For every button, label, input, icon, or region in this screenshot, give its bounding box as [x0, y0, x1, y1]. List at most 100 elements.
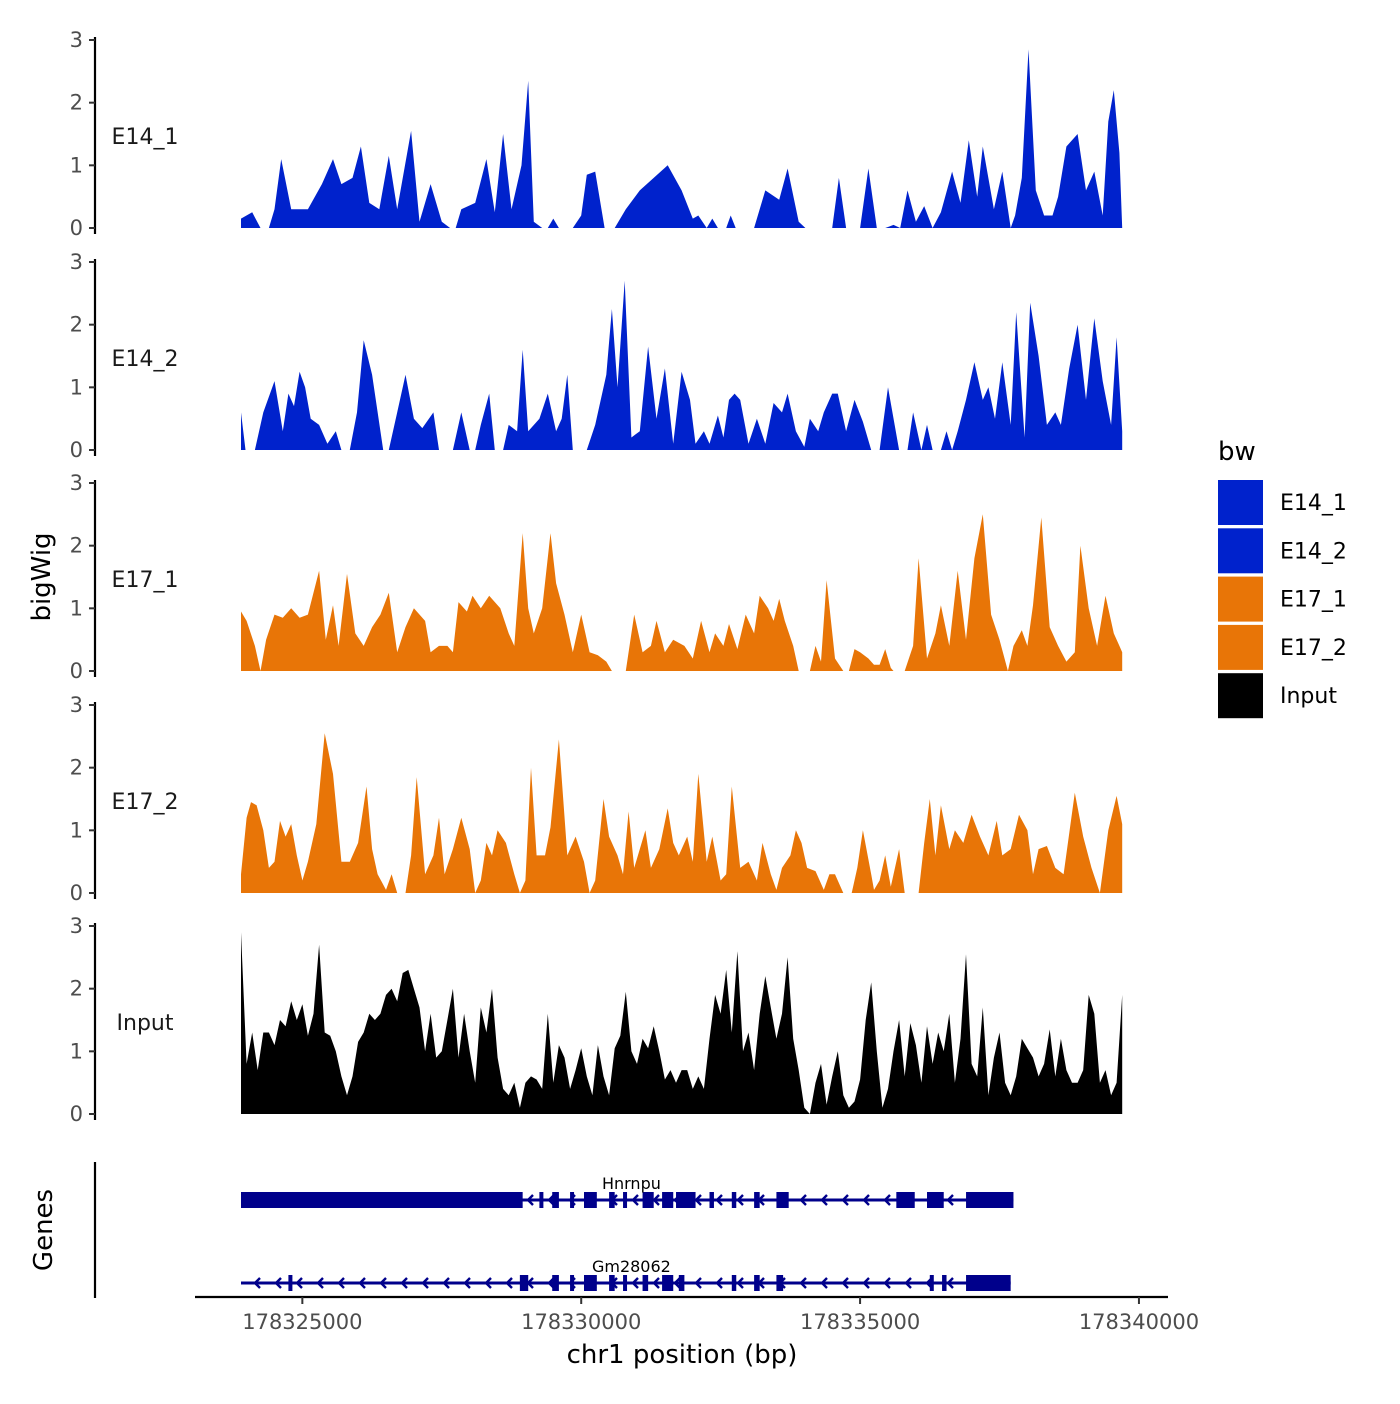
strand-arrow-icon — [862, 1277, 870, 1289]
legend: bw E14_1 E14_2 E17_1 E17_2 Input — [1218, 437, 1347, 719]
track-e17_2: 0 1 2 3 E17_2 — [70, 693, 1123, 905]
exon — [609, 1192, 615, 1208]
strand-arrow-icon — [337, 1277, 345, 1289]
legend-label-e14_1: E14_1 — [1280, 491, 1347, 516]
exon — [623, 1275, 628, 1291]
x-axis-title: chr1 position (bp) — [567, 1340, 798, 1370]
y-tick-label: 3 — [70, 693, 83, 717]
x-tick-label: 178340000 — [1079, 1310, 1199, 1334]
exon — [570, 1192, 575, 1208]
strand-arrow-icon — [484, 1277, 492, 1289]
strand-arrow-icon — [463, 1277, 471, 1289]
y-tick-label: 0 — [70, 216, 83, 240]
y-tick-label: 3 — [70, 471, 83, 495]
legend-title: bw — [1218, 437, 1256, 467]
exon — [966, 1192, 1014, 1208]
track-label-e17_1: E17_1 — [112, 568, 179, 593]
exon — [609, 1275, 615, 1291]
exon — [678, 1275, 685, 1291]
exon — [570, 1275, 575, 1291]
y-tick-label: 2 — [70, 91, 83, 115]
strand-arrow-icon — [862, 1194, 870, 1206]
y-tick-label: 1 — [70, 818, 83, 842]
strand-arrow-icon — [736, 1277, 744, 1289]
y-tick-label: 0 — [70, 659, 83, 683]
strand-arrow-icon — [400, 1277, 408, 1289]
legend-label-e17_2: E17_2 — [1280, 636, 1347, 661]
exon — [776, 1192, 789, 1208]
track-label-e17_2: E17_2 — [112, 790, 179, 815]
y-tick-label: 2 — [70, 313, 83, 337]
exon — [731, 1192, 737, 1208]
exon — [623, 1192, 628, 1208]
gene-label: Gm28062 — [592, 1257, 671, 1276]
y-axis-title: bigWig — [27, 532, 57, 621]
coverage-area-e17_1 — [241, 514, 1123, 671]
y-tick-label: 2 — [70, 534, 83, 558]
exon — [662, 1192, 674, 1208]
coverage-area-e17_2 — [241, 733, 1123, 893]
track-label-input: Input — [117, 1011, 174, 1036]
x-tick-label: 178335000 — [800, 1310, 920, 1334]
exon — [754, 1192, 760, 1208]
exon — [552, 1192, 559, 1208]
legend-key-e14_1 — [1218, 480, 1263, 525]
exon — [642, 1275, 649, 1291]
x-axis: chr1 position (bp) 178325000 178330000 178… — [195, 1295, 1199, 1370]
legend-key-e17_1 — [1218, 576, 1263, 622]
coverage-area-e14_2 — [241, 280, 1123, 450]
strand-arrow-icon — [820, 1194, 828, 1206]
track-label-e14_2: E14_2 — [112, 347, 179, 372]
y-tick-label: 3 — [70, 250, 83, 274]
gene-hnrnpu: Hnrnpu — [241, 1174, 1014, 1208]
strand-arrow-icon — [820, 1277, 828, 1289]
strand-arrow-icon — [946, 1277, 954, 1289]
exon — [288, 1275, 293, 1291]
coverage-area-input — [241, 932, 1123, 1114]
strand-arrow-icon — [841, 1194, 849, 1206]
track-e17_1: 0 1 2 3 E17_1 — [70, 471, 1123, 683]
legend-label-input: Input — [1280, 684, 1337, 709]
legend-key-e14_2 — [1218, 528, 1263, 574]
exon — [584, 1275, 597, 1291]
strand-arrow-icon — [715, 1194, 723, 1206]
y-tick-label: 1 — [70, 375, 83, 399]
strand-arrow-icon — [652, 1194, 660, 1206]
strand-arrow-icon — [358, 1277, 366, 1289]
strand-arrow-icon — [694, 1194, 702, 1206]
y-tick-label: 1 — [70, 596, 83, 620]
y-tick-label: 3 — [70, 28, 83, 52]
strand-arrow-icon — [421, 1277, 429, 1289]
strand-arrow-icon — [316, 1277, 324, 1289]
coverage-tracks: 0 1 2 3 E14_1 0 1 2 3 E14_2 0 1 2 3 E17_1 0 1 2 3 E17_2 0 1 2 3… — [70, 28, 1123, 1126]
exon — [731, 1275, 737, 1291]
strand-arrow-icon — [631, 1194, 639, 1206]
exon — [552, 1275, 559, 1291]
x-tick-label: 178330000 — [521, 1310, 641, 1334]
exon — [676, 1192, 696, 1208]
strand-arrow-icon — [631, 1277, 639, 1289]
strand-arrow-icon — [883, 1277, 891, 1289]
exon — [927, 1192, 944, 1208]
strand-arrow-icon — [883, 1194, 891, 1206]
exon — [241, 1192, 523, 1208]
x-tick-label: 178325000 — [242, 1310, 362, 1334]
coverage-area-e14_1 — [241, 49, 1123, 229]
strand-arrow-icon — [673, 1277, 681, 1289]
legend-label-e17_1: E17_1 — [1280, 588, 1347, 613]
y-tick-label: 2 — [70, 756, 83, 780]
strand-arrow-icon — [799, 1194, 807, 1206]
y-tick-label: 1 — [70, 153, 83, 177]
exon — [929, 1275, 934, 1291]
y-tick-label: 0 — [70, 1102, 83, 1126]
exon — [709, 1192, 714, 1208]
y-tick-label: 1 — [70, 1039, 83, 1063]
legend-label-e14_2: E14_2 — [1280, 539, 1347, 564]
exon — [942, 1275, 947, 1291]
y-tick-label: 0 — [70, 881, 83, 905]
strand-arrow-icon — [946, 1194, 954, 1206]
strand-arrow-icon — [904, 1277, 912, 1289]
strand-arrow-icon — [799, 1277, 807, 1289]
